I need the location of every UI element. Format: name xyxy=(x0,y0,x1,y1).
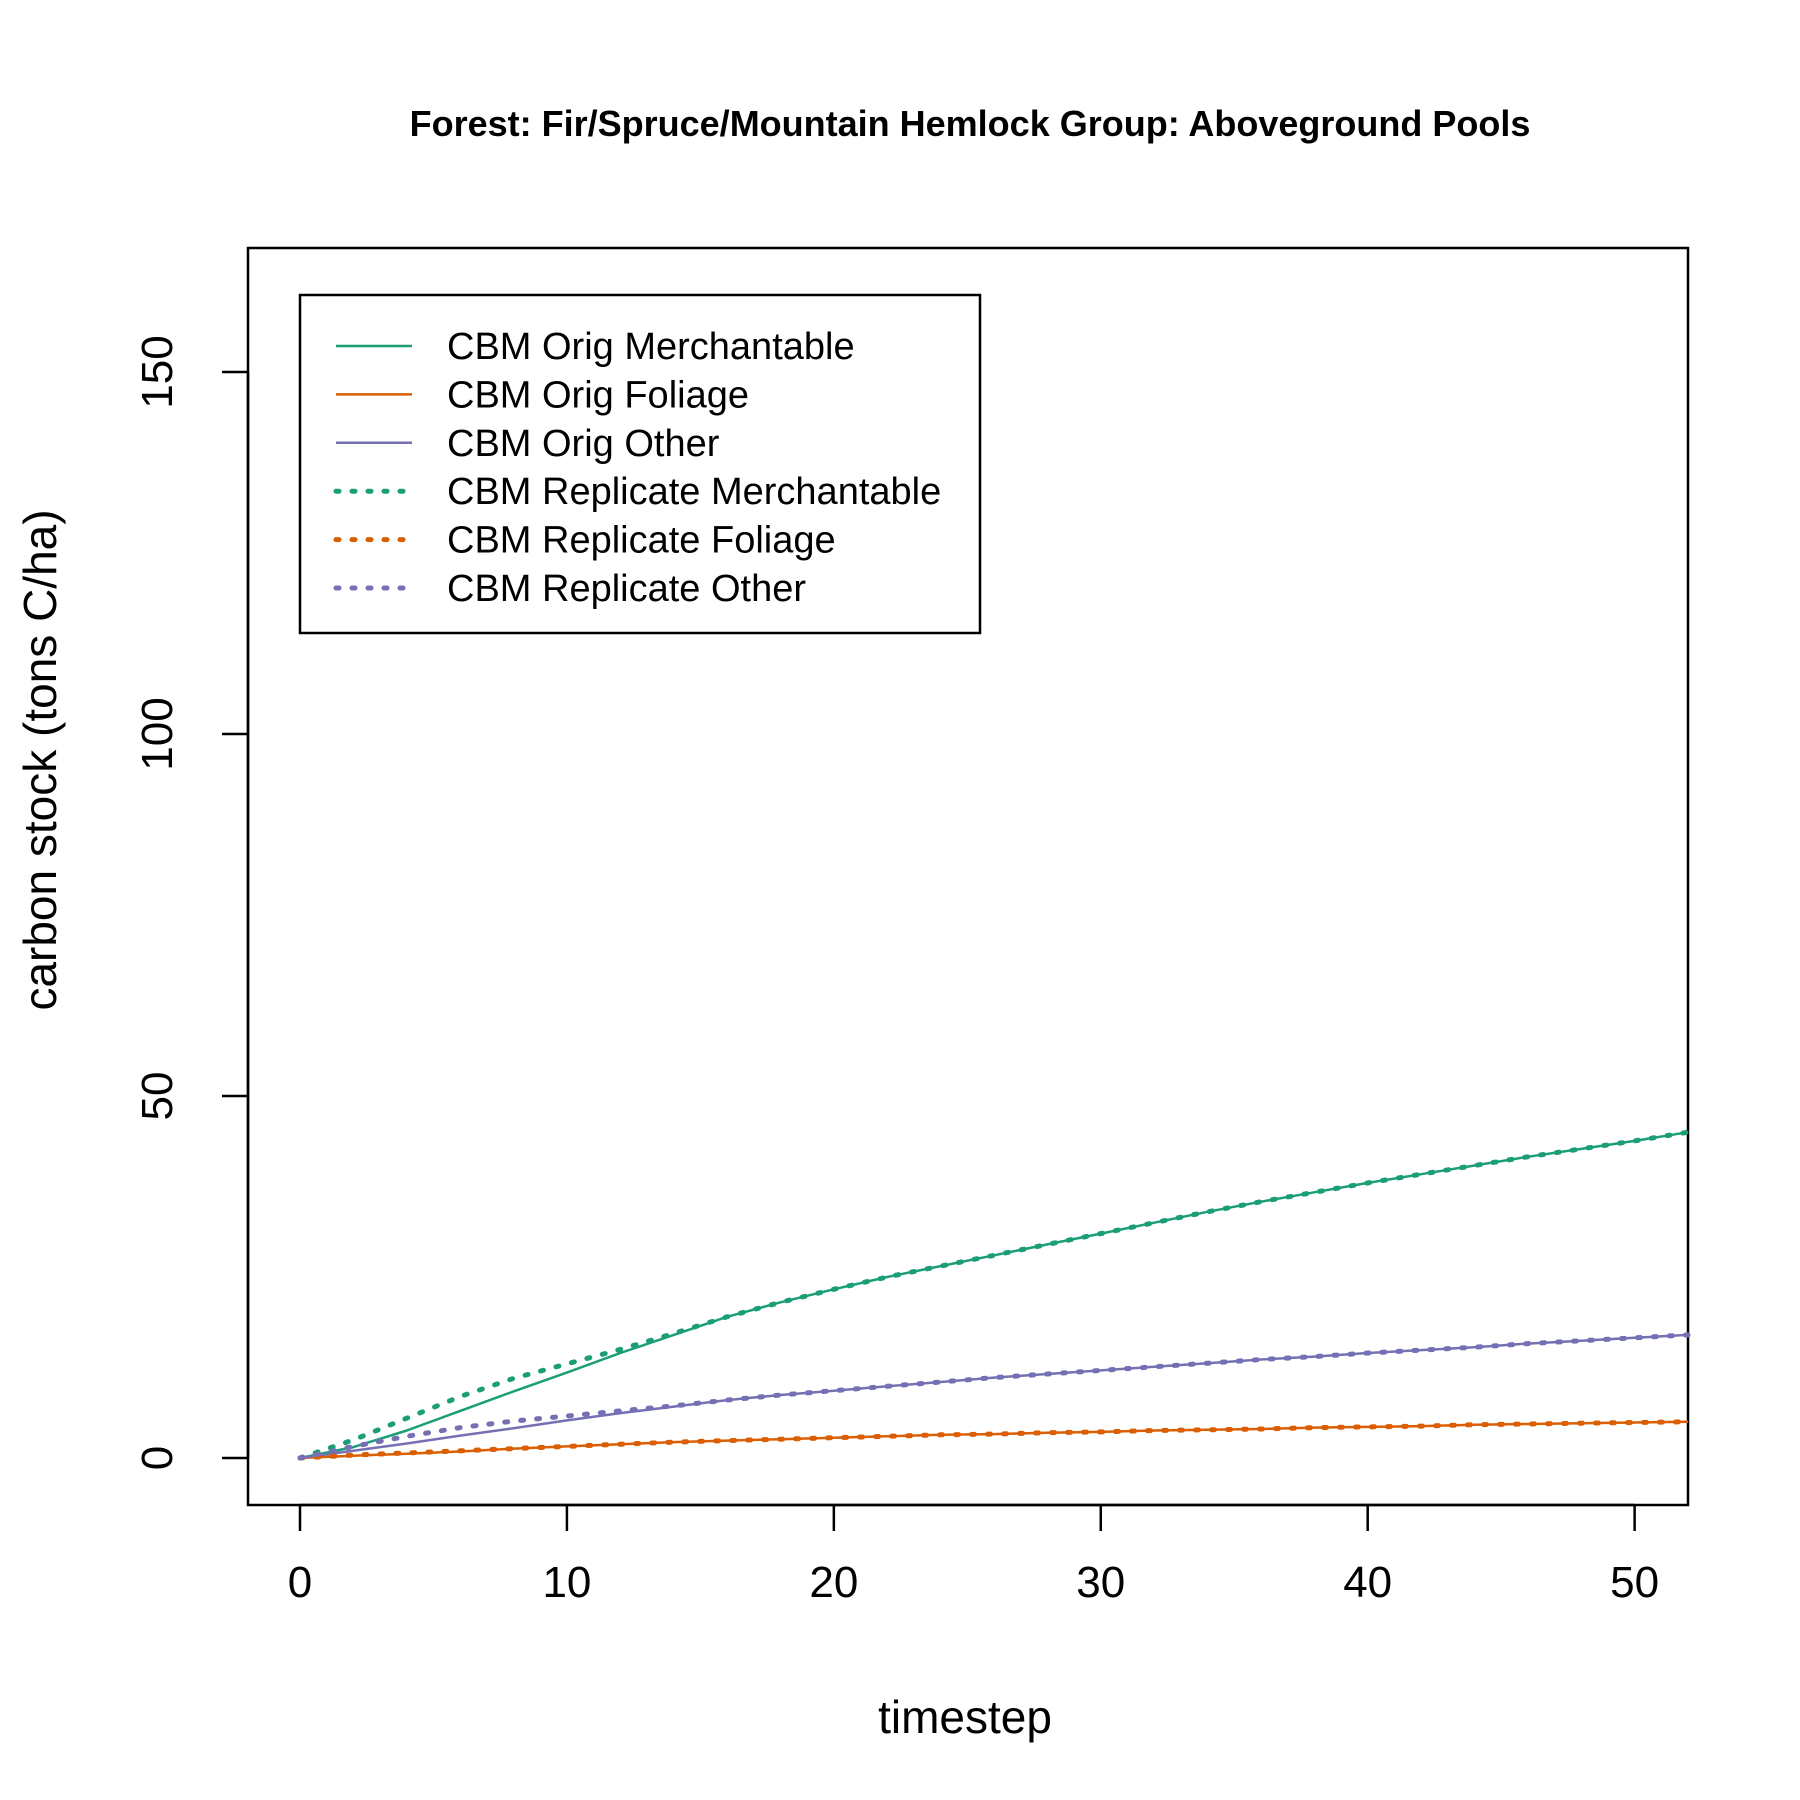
y-tick-label: 100 xyxy=(133,697,182,770)
series-line-2 xyxy=(299,1420,1689,1460)
x-tick-label: 30 xyxy=(1076,1558,1125,1607)
y-axis: 0 50 100 150 xyxy=(133,335,250,1470)
series-line-5 xyxy=(297,1419,1691,1461)
x-tick-label: 40 xyxy=(1343,1558,1392,1607)
y-tick-label: 0 xyxy=(133,1446,182,1470)
y-tick-label: 150 xyxy=(133,335,182,408)
x-axis-label: timestep xyxy=(878,1691,1052,1743)
series-line-4 xyxy=(297,1129,1691,1461)
legend-label-4: CBM Replicate Merchantable xyxy=(447,471,941,513)
legend: CBM Orig Merchantable CBM Orig Foliage CBM… xyxy=(298,293,982,635)
x-axis: 0 10 20 30 40 50 xyxy=(288,1503,1659,1607)
series-line-1 xyxy=(299,1130,1689,1460)
legend-label-1: CBM Orig Merchantable xyxy=(447,326,855,368)
x-tick-label: 20 xyxy=(809,1558,858,1607)
legend-box xyxy=(298,293,982,635)
series-line-6 xyxy=(297,1332,1691,1461)
y-axis-label: carbon stock (tons C/ha) xyxy=(14,509,66,1010)
chart-title: Forest: Fir/Spruce/Mountain Hemlock Grou… xyxy=(410,103,1531,144)
x-tick-label: 0 xyxy=(288,1558,312,1607)
y-tick-label: 50 xyxy=(133,1072,182,1121)
x-tick-label: 10 xyxy=(542,1558,591,1607)
legend-label-3: CBM Orig Other xyxy=(447,423,720,465)
legend-label-2: CBM Orig Foliage xyxy=(447,374,749,416)
x-tick-label: 50 xyxy=(1610,1558,1659,1607)
legend-label-5: CBM Replicate Foliage xyxy=(447,520,836,562)
legend-label-6: CBM Replicate Other xyxy=(447,568,806,610)
series-layer xyxy=(297,1129,1691,1461)
series-line-3 xyxy=(299,1333,1689,1460)
